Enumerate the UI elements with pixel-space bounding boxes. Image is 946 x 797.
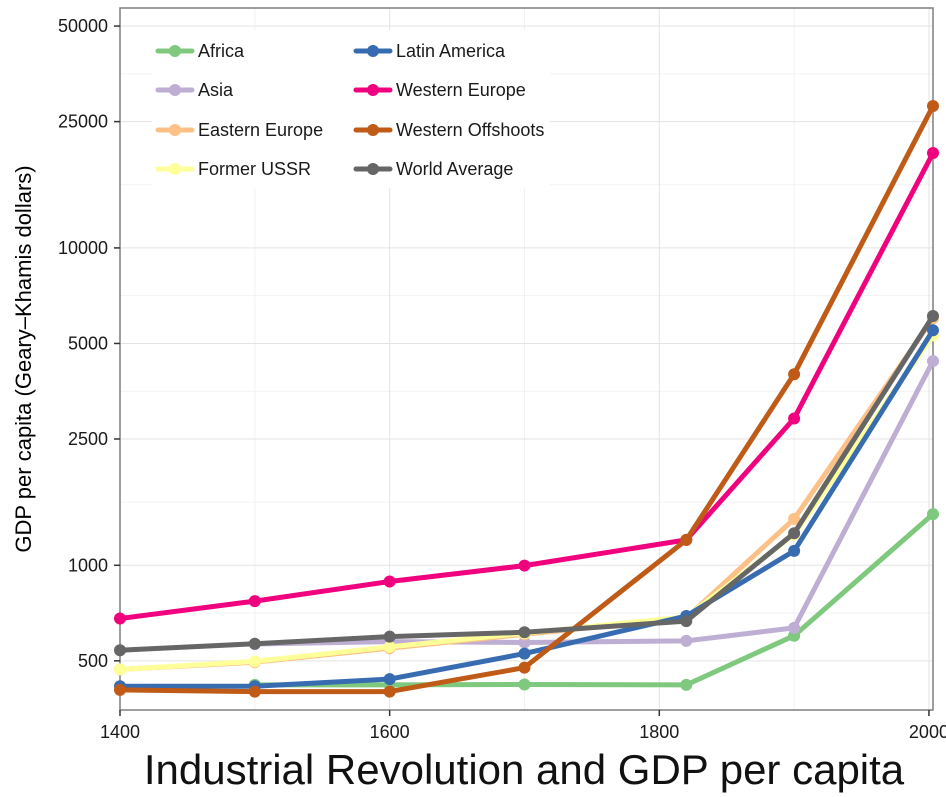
legend-item-asia: Asia (155, 80, 234, 100)
y-tick-label: 25000 (58, 112, 108, 132)
y-tick-label: 1000 (68, 555, 108, 575)
data-point-western-offshoots (788, 368, 801, 381)
legend-box (152, 30, 550, 188)
data-point-africa (518, 678, 531, 691)
data-point-asia (788, 621, 801, 634)
x-axis: 1400 1600 1800 2000 (100, 710, 946, 742)
data-point-africa (927, 508, 939, 521)
data-point-latin-america (518, 647, 531, 660)
legend-item-eastern-europe: Eastern Europe (155, 120, 323, 140)
data-point-western-offshoots (518, 661, 531, 674)
data-point-western-europe (383, 575, 396, 588)
legend-item-latin-america: Latin America (353, 41, 506, 61)
data-point-western-offshoots (114, 683, 126, 696)
data-point-former-ussr (248, 655, 261, 668)
data-point-asia (927, 355, 939, 368)
legend-label-africa: Africa (198, 41, 245, 61)
data-point-western-offshoots (383, 685, 396, 698)
data-point-western-europe (248, 595, 261, 608)
legend-marker-africa (169, 45, 181, 57)
data-point-western-europe (518, 559, 531, 572)
data-point-latin-america (927, 324, 939, 337)
data-point-world-average (114, 644, 126, 657)
series-world-average (114, 310, 939, 657)
data-point-asia (680, 634, 693, 647)
legend-label-western-europe: Western Europe (396, 80, 526, 100)
x-tick-label: 2000 (909, 722, 946, 742)
data-point-western-offshoots (248, 685, 261, 698)
legend-marker-western-offshoots (367, 124, 379, 136)
legend-marker-western-europe (367, 84, 379, 96)
data-point-world-average (788, 527, 801, 540)
legend-item-western-offshoots: Western Offshoots (353, 120, 544, 140)
data-point-world-average (383, 630, 396, 643)
legend-label-world-average: World Average (396, 159, 513, 179)
data-point-latin-america (383, 673, 396, 686)
legend-label-latin-america: Latin America (396, 41, 506, 61)
legend-marker-world-average (367, 163, 379, 175)
data-point-world-average (680, 615, 693, 628)
legend-item-world-average: World Average (353, 159, 513, 179)
data-point-western-europe (114, 612, 126, 625)
chart-title: Industrial Revolution and GDP per capita (144, 746, 905, 793)
data-point-africa (680, 678, 693, 691)
data-point-world-average (518, 626, 531, 639)
y-tick-label: 500 (78, 651, 108, 671)
data-point-western-europe (927, 147, 939, 160)
data-point-world-average (927, 310, 939, 323)
legend-marker-former-ussr (169, 163, 181, 175)
y-axis: 500 1000 2500 5000 10000 25000 50000 (58, 16, 120, 671)
data-point-western-offshoots (680, 533, 693, 546)
series-western-offshoots (114, 99, 939, 698)
legend-item-former-ussr: Former USSR (155, 159, 311, 179)
series-layer (114, 99, 939, 698)
data-point-former-ussr (114, 663, 126, 676)
series-line-western-europe (117, 150, 936, 621)
legend-marker-asia (169, 84, 181, 96)
legend-marker-eastern-europe (169, 124, 181, 136)
series-africa (248, 508, 939, 691)
legend-label-western-offshoots: Western Offshoots (396, 120, 544, 140)
legend-label-eastern-europe: Eastern Europe (198, 120, 323, 140)
y-axis-title: GDP per capita (Geary–Khamis dollars) (11, 165, 36, 552)
y-tick-label: 10000 (58, 238, 108, 258)
data-point-western-offshoots (927, 99, 939, 112)
legend-label-former-ussr: Former USSR (198, 159, 311, 179)
series-line-asia (252, 358, 936, 647)
series-line-eastern-europe (117, 315, 936, 672)
series-line-africa (252, 511, 936, 688)
y-tick-label: 2500 (68, 429, 108, 449)
data-point-world-average (248, 637, 261, 650)
y-tick-label: 5000 (68, 333, 108, 353)
legend-marker-latin-america (367, 45, 379, 57)
y-tick-label: 50000 (58, 16, 108, 36)
legend-label-asia: Asia (198, 80, 234, 100)
data-point-asia (518, 636, 531, 649)
data-point-eastern-europe (788, 512, 801, 525)
x-tick-label: 1400 (100, 722, 140, 742)
legend-item-africa: Africa (155, 41, 245, 61)
data-point-latin-america (788, 544, 801, 557)
x-tick-label: 1600 (370, 722, 410, 742)
data-point-former-ussr (383, 640, 396, 653)
legend-item-western-europe: Western Europe (353, 80, 526, 100)
data-point-western-europe (788, 412, 801, 425)
legend: Africa Asia Eastern Europe Former USSR Latin… (152, 30, 550, 188)
series-western-europe (114, 147, 939, 625)
x-tick-label: 1800 (639, 722, 679, 742)
series-eastern-europe (114, 312, 939, 676)
